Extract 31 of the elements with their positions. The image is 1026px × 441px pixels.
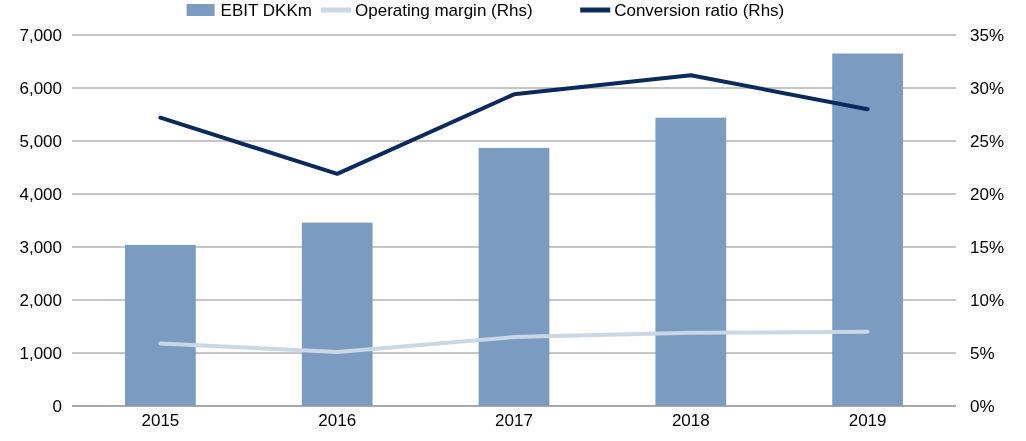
x-tick-label: 2016 bbox=[318, 411, 357, 430]
line-series bbox=[158, 73, 870, 176]
x-tick-label: 2015 bbox=[141, 411, 180, 430]
y2-tick-label: 0% bbox=[970, 396, 995, 416]
x-tick-label: 2018 bbox=[671, 411, 710, 430]
y-tick-label: 6,000 bbox=[19, 78, 62, 98]
y-tick-label: 0 bbox=[52, 396, 62, 416]
legend-label: EBIT DKKm bbox=[220, 0, 312, 20]
bar bbox=[301, 222, 373, 406]
legend-label: Operating margin (Rhs) bbox=[355, 0, 533, 20]
y2-tick-label: 30% bbox=[970, 78, 1005, 98]
x-tick-label: 2019 bbox=[848, 411, 887, 430]
bar bbox=[832, 53, 903, 406]
y-tick-label: 7,000 bbox=[19, 25, 62, 45]
y2-tick-label: 5% bbox=[970, 343, 995, 363]
bar bbox=[655, 117, 727, 406]
line-series bbox=[158, 329, 870, 354]
bar bbox=[125, 244, 196, 406]
y2-tick-label: 20% bbox=[970, 184, 1005, 204]
y2-tick-label: 15% bbox=[970, 237, 1005, 257]
y-tick-label: 5,000 bbox=[19, 131, 62, 151]
x-tick-label: 2017 bbox=[495, 411, 533, 430]
y2-tick-label: 35% bbox=[970, 25, 1005, 45]
y2-tick-label: 10% bbox=[970, 290, 1005, 310]
y2-tick-label: 25% bbox=[970, 131, 1005, 151]
y-tick-label: 3,000 bbox=[19, 237, 62, 257]
y-tick-label: 2,000 bbox=[19, 290, 62, 310]
y-tick-label: 1,000 bbox=[19, 343, 62, 363]
legend-label: Conversion ratio (Rhs) bbox=[614, 0, 785, 20]
bar bbox=[478, 147, 550, 406]
y-tick-label: 4,000 bbox=[19, 184, 62, 204]
